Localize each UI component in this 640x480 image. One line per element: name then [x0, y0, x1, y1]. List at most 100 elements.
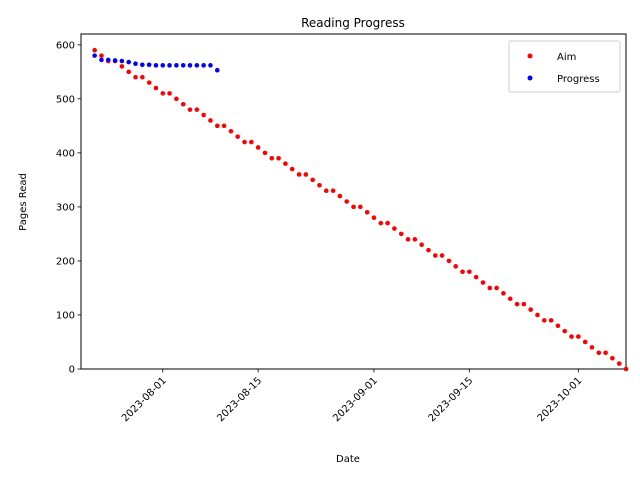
data-point	[283, 161, 288, 166]
y-axis: 0 100 200 300 400 500 600	[56, 40, 81, 376]
data-point	[514, 301, 520, 307]
data-point	[494, 285, 499, 291]
data-point	[105, 57, 111, 63]
data-point	[351, 204, 356, 210]
data-point	[310, 177, 315, 183]
data-point	[146, 62, 152, 68]
y-tick-label: 400	[56, 148, 75, 159]
chart-title: Reading Progress	[301, 16, 405, 30]
data-point	[323, 188, 329, 193]
legend-label-aim: Aim	[557, 52, 576, 63]
data-point	[180, 63, 186, 68]
data-point	[276, 155, 281, 161]
data-point	[548, 318, 554, 323]
data-point	[126, 59, 131, 65]
data-point	[521, 301, 527, 307]
y-tick-label: 200	[56, 256, 75, 267]
data-point	[133, 74, 138, 80]
data-point	[582, 339, 588, 345]
data-point	[255, 145, 261, 150]
data-point	[473, 274, 479, 280]
data-point	[167, 63, 172, 68]
data-point	[133, 61, 138, 67]
data-point	[269, 155, 275, 161]
data-point	[153, 85, 159, 91]
data-point	[140, 74, 145, 80]
y-tick-label: 100	[56, 310, 75, 321]
data-point	[221, 123, 227, 129]
data-point	[460, 269, 465, 275]
data-point	[419, 242, 424, 248]
data-point	[337, 193, 343, 199]
data-point	[99, 53, 104, 58]
data-point	[194, 63, 200, 68]
data-point	[358, 204, 363, 210]
data-point	[364, 210, 370, 215]
x-axis-label: Date	[336, 454, 360, 465]
data-point	[126, 69, 131, 75]
data-point	[330, 188, 336, 193]
data-point	[569, 334, 574, 339]
axes-frame	[80, 33, 627, 370]
data-point	[201, 112, 206, 118]
data-point	[467, 269, 472, 275]
y-tick-label: 300	[56, 202, 75, 213]
data-point	[405, 237, 411, 242]
data-point	[208, 118, 213, 123]
data-point	[174, 96, 179, 102]
legend-box	[508, 40, 621, 93]
data-point	[426, 247, 431, 253]
data-point	[535, 312, 540, 318]
legend: Aim Progress	[508, 40, 621, 93]
data-point	[92, 53, 97, 58]
legend-marker-progress	[527, 75, 533, 81]
data-point	[317, 182, 322, 188]
data-point	[201, 63, 206, 68]
data-point	[119, 64, 125, 69]
y-tick-label: 600	[56, 40, 75, 51]
data-point	[562, 328, 567, 334]
data-point	[453, 264, 458, 269]
data-point	[228, 128, 234, 134]
data-point	[194, 107, 200, 112]
data-point	[344, 199, 349, 204]
data-point	[146, 80, 152, 85]
data-point	[616, 361, 622, 366]
data-point	[187, 107, 193, 112]
legend-marker-aim	[527, 53, 533, 59]
data-point	[208, 63, 213, 68]
data-point	[385, 220, 390, 226]
data-point	[174, 63, 179, 68]
data-point	[623, 366, 629, 372]
data-point	[555, 323, 561, 329]
data-point	[249, 139, 254, 145]
data-point	[99, 57, 104, 63]
data-point	[92, 47, 97, 53]
data-point	[303, 172, 309, 177]
y-axis-label: Pages Read	[18, 173, 29, 231]
data-point	[180, 101, 186, 107]
data-point	[119, 58, 125, 64]
data-point	[289, 166, 295, 172]
data-point	[487, 285, 493, 291]
data-point	[371, 215, 377, 221]
data-point	[439, 253, 445, 258]
data-point	[242, 139, 247, 145]
data-point	[507, 296, 513, 302]
data-point	[235, 134, 240, 139]
y-tick-label: 500	[56, 94, 75, 105]
data-point	[596, 350, 602, 356]
data-point	[528, 307, 533, 312]
data-point	[610, 355, 615, 361]
data-point	[501, 291, 506, 296]
data-point	[589, 345, 595, 350]
data-point	[262, 150, 268, 156]
data-point	[214, 123, 220, 129]
data-point	[541, 318, 547, 323]
data-point	[140, 62, 145, 68]
data-point	[576, 334, 581, 339]
data-point	[296, 172, 302, 177]
data-point	[214, 67, 220, 73]
data-point	[160, 91, 166, 96]
